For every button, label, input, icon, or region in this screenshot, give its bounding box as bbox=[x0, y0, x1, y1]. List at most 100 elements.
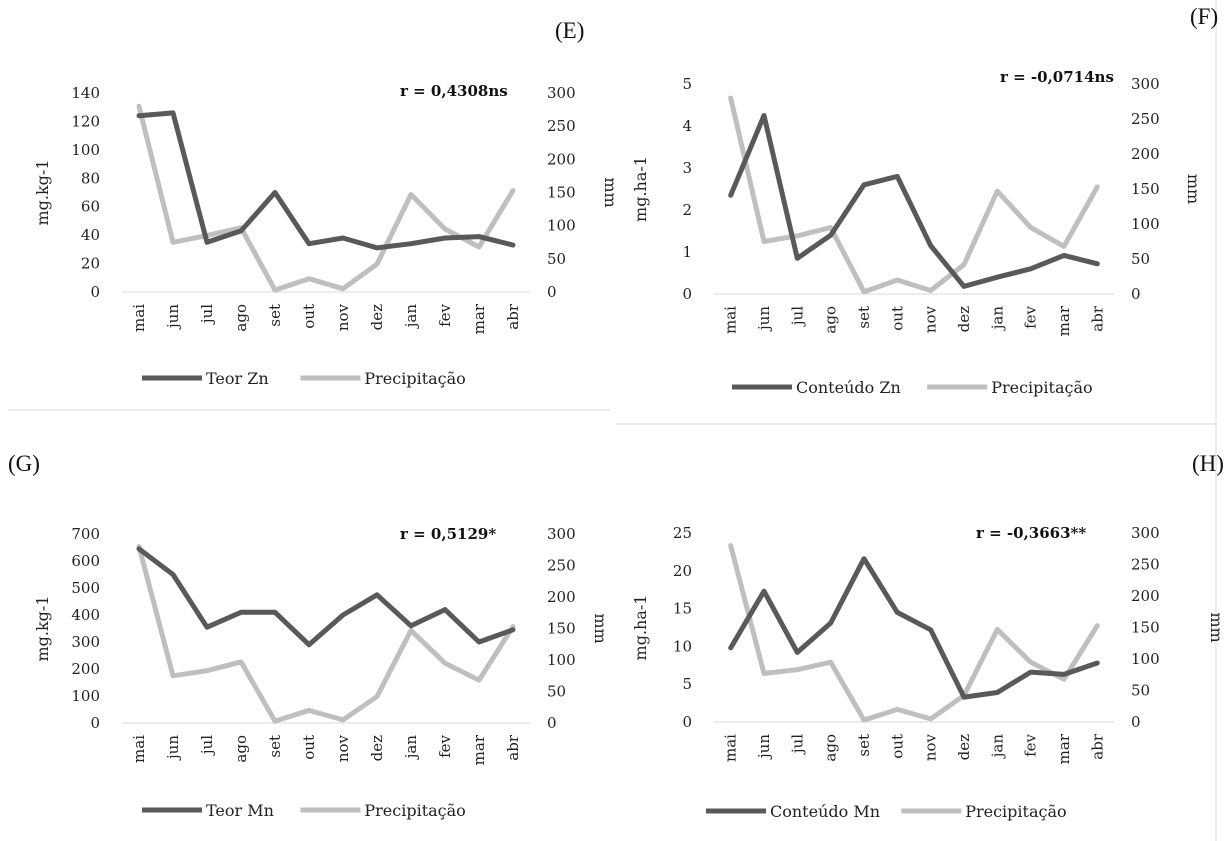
y-tick-label: 60 bbox=[81, 198, 100, 216]
x-tick-label: jul bbox=[788, 734, 806, 755]
x-tick-label: set bbox=[266, 304, 284, 327]
chart-svg: (G) 0 100 200 300 400 500 600 700 0 50 100 150 200 250… bbox=[8, 451, 610, 820]
y-tick-label: 20 bbox=[673, 562, 692, 580]
x-tick-label: dez bbox=[955, 306, 973, 332]
y-tick-label: 0 bbox=[90, 283, 100, 301]
y-tick-label: 40 bbox=[81, 226, 100, 244]
y2-tick-label: 150 bbox=[1131, 180, 1160, 198]
correlation-annotation: r = -0,3663** bbox=[976, 524, 1086, 542]
x-tick-label: jul bbox=[198, 735, 216, 756]
x-tick-label: ago bbox=[232, 304, 250, 332]
x-tick-label: jun bbox=[755, 306, 773, 332]
x-tick-label: set bbox=[855, 734, 873, 757]
y2-axis-title: mm bbox=[601, 177, 620, 207]
legend-label-primary: Conteúdo Mn bbox=[770, 802, 880, 821]
y2-tick-label: 300 bbox=[1131, 524, 1160, 542]
chart-panel-f: (F) 0 1 2 3 4 5 0 50 100 150 200 250 300 mai jun jul ago s… bbox=[616, 0, 1232, 425]
x-tick-label: out bbox=[300, 735, 318, 760]
y-tick-label: 0 bbox=[682, 285, 692, 303]
y2-tick-label: 300 bbox=[1131, 75, 1160, 93]
y-tick-label: 80 bbox=[81, 169, 100, 187]
y2-tick-label: 150 bbox=[547, 184, 576, 202]
y-tick-label: 15 bbox=[673, 600, 692, 618]
y2-axis-title: mm bbox=[1184, 174, 1203, 204]
x-tick-label: jun bbox=[164, 735, 182, 761]
x-tick-label: jan bbox=[988, 306, 1006, 332]
y2-axis-title: mm bbox=[1207, 612, 1226, 642]
y2-tick-label: 100 bbox=[547, 651, 576, 669]
x-tick-label: mai bbox=[722, 734, 740, 762]
x-tick-label: set bbox=[855, 306, 873, 329]
y-tick-label: 5 bbox=[682, 675, 692, 693]
y-tick-label: 140 bbox=[71, 84, 100, 102]
correlation-annotation: r = 0,4308ns bbox=[400, 82, 508, 100]
x-tick-label: abr bbox=[1088, 733, 1106, 760]
legend-label-precipitation: Precipitação bbox=[991, 378, 1092, 397]
y-tick-label: 2 bbox=[682, 201, 692, 219]
panel-label: (G) bbox=[8, 451, 40, 476]
x-tick-label: ago bbox=[232, 735, 250, 763]
y2-tick-label: 250 bbox=[547, 557, 576, 575]
panel-label: (H) bbox=[1192, 451, 1224, 476]
y2-tick-label: 200 bbox=[547, 150, 576, 168]
x-tick-label: mar bbox=[1055, 305, 1073, 336]
y-tick-label: 100 bbox=[71, 141, 100, 159]
y-tick-label: 100 bbox=[71, 687, 100, 705]
y-tick-label: 400 bbox=[71, 606, 100, 624]
y-tick-label: 0 bbox=[90, 714, 100, 732]
y-tick-label: 1 bbox=[682, 243, 692, 261]
y2-tick-label: 300 bbox=[547, 84, 576, 102]
x-tick-label: mai bbox=[722, 306, 740, 334]
x-tick-label: out bbox=[888, 306, 906, 331]
x-tick-label: mai bbox=[130, 304, 148, 332]
y-tick-label: 20 bbox=[81, 255, 100, 273]
x-tick-label: out bbox=[888, 734, 906, 759]
x-tick-label: mar bbox=[470, 734, 488, 765]
y2-tick-label: 200 bbox=[1131, 145, 1160, 163]
y2-tick-label: 50 bbox=[547, 683, 566, 701]
series-line-primary bbox=[728, 556, 1100, 700]
y2-tick-label: 150 bbox=[1131, 619, 1160, 637]
chart-panel-h: (H) 0 5 10 15 20 25 0 50 100 150 200 250 300 mai jun jul… bbox=[616, 421, 1232, 841]
x-tick-label: fev bbox=[436, 734, 454, 757]
y2-tick-label: 100 bbox=[1131, 650, 1160, 668]
y2-tick-label: 250 bbox=[1131, 110, 1160, 128]
y-tick-label: 500 bbox=[71, 579, 100, 597]
x-tick-label: jan bbox=[402, 735, 420, 761]
y2-tick-label: 200 bbox=[547, 588, 576, 606]
x-tick-label: fev bbox=[1022, 733, 1040, 756]
y2-tick-label: 250 bbox=[547, 117, 576, 135]
chart-panel-g: (G) 0 100 200 300 400 500 600 700 0 50 100 150 200 250… bbox=[0, 421, 616, 841]
legend-label-precipitation: Precipitação bbox=[364, 801, 465, 820]
x-tick-label: abr bbox=[1088, 305, 1106, 332]
legend-label-primary: Conteúdo Zn bbox=[796, 378, 901, 397]
chart-svg: (E) 0 20 40 60 80 100 120 140 0 50 100 150 200 250 300 m… bbox=[8, 18, 620, 411]
y-tick-label: 25 bbox=[673, 524, 692, 542]
x-tick-label: mar bbox=[1055, 733, 1073, 764]
y-tick-label: 0 bbox=[682, 713, 692, 731]
y-tick-label: 5 bbox=[682, 75, 692, 93]
x-tick-label: nov bbox=[334, 734, 352, 762]
correlation-annotation: r = 0,5129* bbox=[400, 525, 496, 543]
panel-label: (E) bbox=[555, 18, 584, 43]
y2-tick-label: 50 bbox=[1131, 250, 1150, 268]
y-tick-label: 3 bbox=[682, 159, 692, 177]
legend-label-primary: Teor Mn bbox=[206, 801, 274, 820]
y2-tick-label: 250 bbox=[1131, 556, 1160, 574]
series-line-primary bbox=[136, 110, 516, 251]
x-tick-label: nov bbox=[922, 733, 940, 761]
y-tick-label: 4 bbox=[682, 117, 692, 135]
y2-tick-label: 100 bbox=[547, 217, 576, 235]
y2-tick-label: 100 bbox=[1131, 215, 1160, 233]
y2-tick-label: 0 bbox=[1131, 285, 1141, 303]
y-tick-label: 600 bbox=[71, 552, 100, 570]
y2-axis-title: mm bbox=[591, 613, 610, 643]
x-tick-label: out bbox=[300, 304, 318, 329]
series-line-primary bbox=[136, 546, 516, 648]
x-tick-label: mar bbox=[470, 303, 488, 334]
correlation-annotation: r = -0,0714ns bbox=[1000, 68, 1114, 86]
legend-label-precipitation: Precipitação bbox=[364, 369, 465, 388]
y2-tick-label: 0 bbox=[547, 714, 557, 732]
x-tick-label: set bbox=[266, 735, 284, 758]
